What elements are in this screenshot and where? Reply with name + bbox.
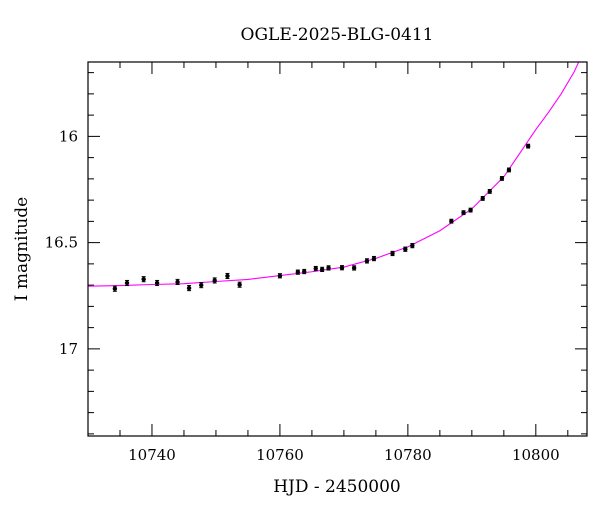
- point-marker: [212, 278, 217, 283]
- data-point: [141, 276, 146, 283]
- point-marker: [480, 196, 485, 201]
- data-point: [468, 207, 473, 213]
- point-marker: [487, 189, 492, 194]
- point-marker: [525, 143, 531, 149]
- point-marker: [339, 265, 345, 270]
- y-tick-label: 17: [59, 340, 78, 358]
- x-tick-label: 10780: [384, 446, 432, 464]
- x-axis-ticks: [87, 62, 569, 436]
- data-point: [403, 246, 408, 252]
- point-marker: [112, 286, 118, 291]
- point-marker: [461, 210, 466, 215]
- data-point: [199, 282, 204, 289]
- plot-frame: [87, 61, 588, 437]
- data-point: [237, 281, 242, 288]
- point-marker: [175, 279, 180, 285]
- point-marker: [351, 265, 357, 271]
- data-point: [525, 143, 531, 149]
- data-point: [212, 277, 217, 284]
- data-point: [175, 278, 180, 285]
- point-marker: [410, 243, 415, 248]
- y-axis-label: I magnitude: [12, 197, 32, 301]
- point-marker: [326, 265, 331, 271]
- point-marker: [313, 266, 318, 271]
- point-marker: [141, 276, 146, 282]
- point-marker: [506, 167, 512, 173]
- data-point: [461, 210, 466, 216]
- data-point: [313, 265, 318, 272]
- point-marker: [237, 282, 242, 287]
- x-tick-label: 10740: [128, 446, 176, 464]
- data-point: [326, 265, 331, 271]
- model-curve: [88, 62, 580, 287]
- y-tick-label: 16.5: [45, 234, 78, 252]
- data-points: [112, 143, 531, 292]
- tick-labels: 10740 10760 10780 10800 16 16.5 17: [45, 127, 560, 464]
- data-point: [339, 265, 345, 271]
- point-marker: [154, 280, 160, 286]
- data-point: [186, 285, 192, 292]
- x-tick-label: 10760: [256, 446, 304, 464]
- data-point: [319, 266, 325, 273]
- data-point: [487, 189, 492, 194]
- data-point: [124, 279, 130, 287]
- chart-title: OGLE-2025-BLG-0411: [241, 25, 434, 45]
- data-point: [364, 258, 370, 264]
- point-marker: [295, 269, 301, 275]
- point-marker: [302, 269, 307, 274]
- data-point: [154, 279, 160, 287]
- point-marker: [390, 251, 395, 256]
- point-marker: [277, 273, 283, 278]
- data-point: [302, 268, 307, 275]
- data-point: [371, 255, 377, 262]
- plot-area: [88, 62, 580, 292]
- point-marker: [364, 258, 370, 264]
- point-marker: [186, 285, 192, 291]
- data-point: [225, 272, 230, 280]
- x-tick-label: 10800: [512, 446, 560, 464]
- data-point: [499, 176, 505, 181]
- data-point: [351, 265, 357, 271]
- data-point: [112, 285, 118, 292]
- data-point: [295, 269, 301, 275]
- point-marker: [468, 207, 473, 213]
- y-axis-ticks: [88, 72, 587, 435]
- data-point: [449, 218, 454, 224]
- data-point: [390, 250, 395, 257]
- y-tick-label: 16: [59, 127, 78, 145]
- x-axis-label: HJD - 2450000: [273, 477, 401, 497]
- point-marker: [225, 273, 230, 279]
- point-marker: [403, 247, 408, 252]
- point-marker: [124, 280, 130, 286]
- data-point: [277, 273, 283, 279]
- point-marker: [371, 256, 377, 261]
- point-marker: [499, 176, 505, 181]
- data-point: [506, 167, 512, 173]
- point-marker: [319, 267, 325, 272]
- data-point: [410, 242, 415, 249]
- point-marker: [449, 218, 454, 224]
- data-point: [480, 196, 485, 201]
- point-marker: [199, 282, 204, 288]
